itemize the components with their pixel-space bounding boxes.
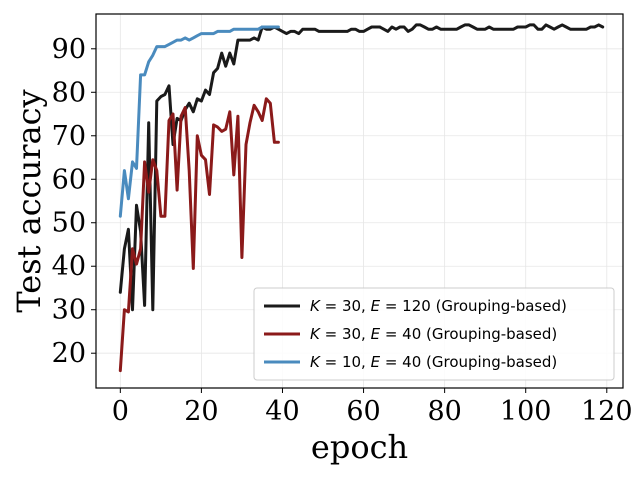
x-tick-label: 0: [112, 396, 129, 427]
x-tick-label: 60: [346, 396, 380, 427]
y-tick-label: 80: [52, 77, 86, 108]
y-tick-label: 50: [52, 208, 86, 239]
legend-label-part: E: [371, 325, 381, 343]
grid: [96, 14, 623, 388]
y-tick-label: 90: [52, 34, 86, 65]
x-tick-label: 120: [581, 396, 633, 427]
legend-label-part: E: [371, 353, 381, 371]
y-axis-label: Test accuracy: [10, 89, 48, 312]
y-tick-label: 20: [52, 338, 86, 369]
legend-label-part: E: [371, 297, 381, 315]
legend-label-3: K = 10, E = 40 (Grouping-based): [310, 353, 557, 371]
legend: K = 30, E = 120 (Grouping-based)K = 30, …: [253, 287, 615, 381]
series-line-1: [118, 23, 605, 312]
series-line-3: [118, 25, 280, 218]
legend-label-part: K: [310, 325, 321, 343]
y-tick-label: 30: [52, 295, 86, 326]
legend-label-1: K = 30, E = 120 (Grouping-based): [310, 297, 567, 315]
x-tick-label: 80: [427, 396, 461, 427]
legend-label-part: = 30,: [320, 325, 371, 343]
legend-label-part: K: [310, 353, 321, 371]
y-tick-label: 40: [52, 251, 86, 282]
plot-frame: [95, 13, 624, 389]
y-tick-label: 60: [52, 164, 86, 195]
legend-label-2: K = 30, E = 40 (Grouping-based): [310, 325, 557, 343]
axis-ticks: 0 20 40 60 80 100 120 20 30 40 50 60 70 80 90: [52, 34, 633, 427]
legend-label-part: = 10,: [320, 353, 371, 371]
series-line-2: [118, 97, 280, 373]
x-tick-label: 40: [265, 396, 299, 427]
legend-box: [253, 287, 615, 381]
legend-label-part: = 120 (Grouping-based): [380, 297, 567, 315]
legend-label-part: = 40 (Grouping-based): [380, 353, 557, 371]
legend-label-part: = 40 (Grouping-based): [380, 325, 557, 343]
x-axis-label: epoch: [311, 428, 408, 466]
x-tick-label: 100: [500, 396, 552, 427]
legend-label-part: K: [310, 297, 321, 315]
series-layer: [118, 23, 605, 373]
x-tick-label: 20: [184, 396, 218, 427]
legend-label-part: = 30,: [320, 297, 371, 315]
y-tick-label: 70: [52, 121, 86, 152]
